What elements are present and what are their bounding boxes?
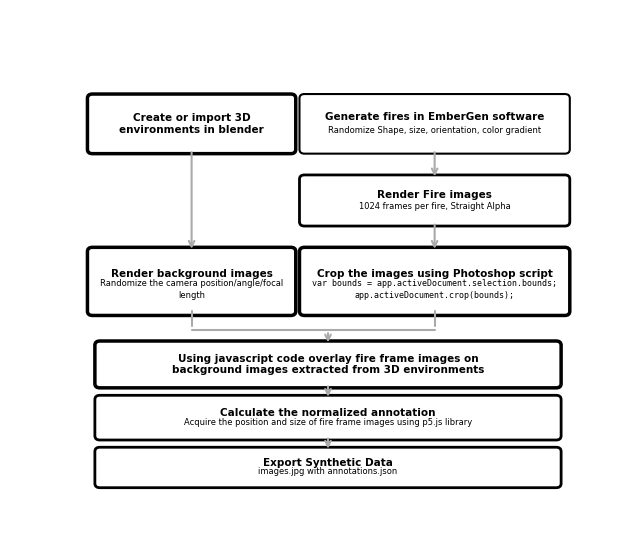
Text: Using javascript code overlay fire frame images on
background images extracted f: Using javascript code overlay fire frame… [172, 353, 484, 375]
Text: Acquire the position and size of fire frame images using p5.js library: Acquire the position and size of fire fr… [184, 418, 472, 427]
FancyBboxPatch shape [95, 447, 561, 488]
FancyBboxPatch shape [95, 395, 561, 440]
Text: Randomize Shape, size, orientation, color gradient: Randomize Shape, size, orientation, colo… [328, 126, 541, 135]
FancyBboxPatch shape [300, 247, 570, 315]
FancyBboxPatch shape [88, 247, 296, 315]
FancyBboxPatch shape [300, 175, 570, 226]
Text: Generate fires in EmberGen software: Generate fires in EmberGen software [325, 112, 545, 122]
Text: Randomize the camera position/angle/focal
length: Randomize the camera position/angle/foca… [100, 279, 284, 300]
FancyBboxPatch shape [88, 94, 296, 154]
Text: Crop the images using Photoshop script: Crop the images using Photoshop script [317, 269, 552, 279]
Text: Render background images: Render background images [111, 269, 273, 279]
Text: Export Synthetic Data: Export Synthetic Data [263, 458, 393, 468]
Text: var bounds = app.activeDocument.selection.bounds;
app.activeDocument.crop(bounds: var bounds = app.activeDocument.selectio… [312, 279, 557, 300]
Text: Create or import 3D
environments in blender: Create or import 3D environments in blen… [119, 113, 264, 134]
Text: 1024 frames per fire, Straight Alpha: 1024 frames per fire, Straight Alpha [359, 201, 511, 211]
Text: Calculate the normalized annotation: Calculate the normalized annotation [220, 408, 436, 418]
Text: images.jpg with annotations.json: images.jpg with annotations.json [259, 467, 397, 476]
FancyBboxPatch shape [300, 94, 570, 154]
Text: Render Fire images: Render Fire images [377, 190, 492, 200]
FancyBboxPatch shape [95, 341, 561, 388]
